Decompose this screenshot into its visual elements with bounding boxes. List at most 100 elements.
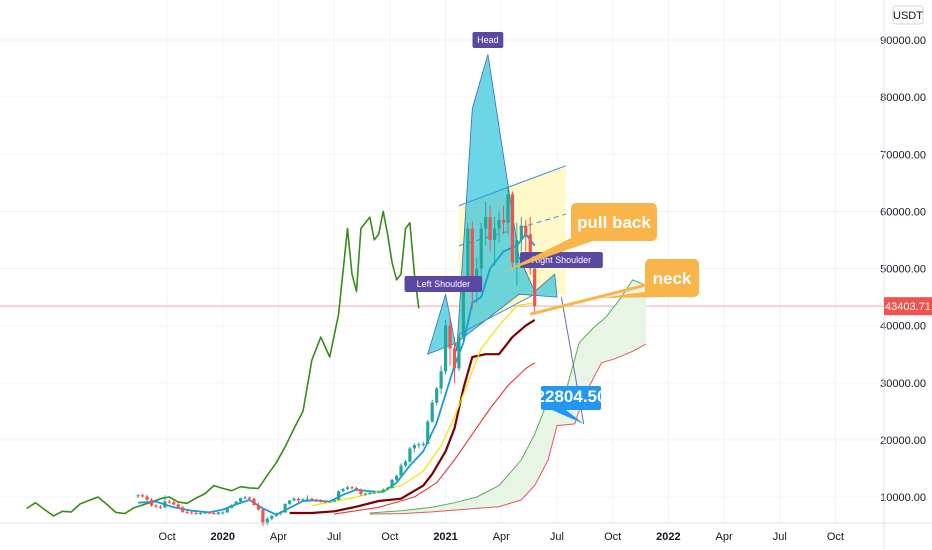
currency-label: USDT <box>893 10 923 22</box>
x-tick-label: Oct <box>827 531 844 543</box>
candle-body <box>412 445 416 449</box>
candle-body <box>421 443 425 445</box>
candle-body <box>203 512 207 514</box>
candle-body <box>363 493 367 495</box>
candle-body <box>212 512 216 515</box>
target-pointer <box>552 410 584 424</box>
x-tick-label: Jul <box>327 531 341 543</box>
y-tick-label: 70000.00 <box>880 149 926 161</box>
candle-body <box>448 325 452 349</box>
neck-callout-box <box>645 259 699 297</box>
candle-body <box>430 402 434 422</box>
left-shoulder-label-text: Left Shoulder <box>417 279 471 289</box>
x-tick-label: Jul <box>773 531 787 543</box>
grid-lines <box>0 0 884 523</box>
y-tick-label: 20000.00 <box>880 435 926 447</box>
candle-body <box>484 217 488 229</box>
x-tick-label: Apr <box>715 531 732 543</box>
candle-body <box>359 489 363 495</box>
pull-back-callout-box <box>571 203 657 241</box>
candle-body <box>265 518 269 524</box>
candle-body <box>439 371 443 389</box>
candle-body <box>140 495 145 497</box>
candle-body <box>386 487 390 490</box>
candle-body <box>403 461 408 466</box>
candle-body <box>408 448 412 462</box>
candle-body <box>225 507 229 513</box>
head-and-shoulders-pattern[interactable] <box>427 54 585 424</box>
candle-body <box>136 495 140 497</box>
cloud-upper <box>369 279 647 514</box>
channel-top <box>458 165 567 207</box>
candle-body <box>252 498 256 505</box>
x-tick-label: Oct <box>159 531 176 543</box>
candle-body <box>167 501 171 503</box>
candle-body <box>519 225 523 240</box>
candle-body <box>145 496 149 500</box>
candle-body <box>354 487 359 490</box>
x-tick-label: Apr <box>493 531 510 543</box>
candle-body <box>230 504 234 508</box>
head-label-text: Head <box>477 35 499 45</box>
candle-body <box>279 512 283 514</box>
candle-body <box>528 234 532 269</box>
series-conversion <box>138 233 536 516</box>
ichimoku-cloud <box>369 279 647 515</box>
annotations[interactable]: Head Left Shoulder Right Shoulder pull back… <box>404 32 699 424</box>
series-base <box>289 318 536 515</box>
candle-body <box>194 512 198 514</box>
candle-body <box>470 228 474 292</box>
candle-body <box>216 512 220 515</box>
candle-body <box>301 499 305 501</box>
candle-body <box>501 219 506 223</box>
x-tick-label: Jul <box>550 531 564 543</box>
candle-body <box>457 337 461 369</box>
y-tick-label: 50000.00 <box>880 264 926 276</box>
head-label-box <box>472 32 504 48</box>
candle-body <box>337 491 341 500</box>
currency-box[interactable] <box>892 5 924 25</box>
candle-body <box>154 505 158 507</box>
candle-body <box>319 500 323 502</box>
series-ma-slow <box>334 362 535 515</box>
neck-callout-text: neck <box>653 269 692 288</box>
candle-body <box>288 500 292 504</box>
series-lagging <box>26 210 420 517</box>
x-tick-label: Apr <box>270 531 287 543</box>
candle-body <box>515 239 519 263</box>
candle-body <box>533 268 537 307</box>
channel-bottom <box>458 293 535 335</box>
last-price-value: 43403.71 <box>885 301 931 313</box>
candle-body <box>452 348 457 369</box>
candle-body <box>461 285 465 338</box>
candle-body <box>314 500 318 502</box>
candle-body <box>149 499 154 506</box>
indicator-series <box>26 210 536 517</box>
x-tick-label: 2022 <box>656 531 680 543</box>
candle-body <box>256 504 261 510</box>
candle-body <box>479 228 483 269</box>
neckline <box>529 279 663 316</box>
candle-body <box>270 515 274 519</box>
candle-body <box>305 498 310 500</box>
candle-body <box>510 194 515 263</box>
candle-body <box>176 504 180 508</box>
pull-back-callout-pointer <box>503 235 593 272</box>
candle-body <box>372 492 376 494</box>
candle-body <box>247 497 252 499</box>
candle-body <box>368 493 372 495</box>
y-tick-label: 40000.00 <box>880 321 926 333</box>
candle-body <box>390 479 394 488</box>
candle-body <box>296 498 301 501</box>
candle-body <box>506 194 510 223</box>
candle-body <box>158 506 163 508</box>
candle-body <box>172 502 176 505</box>
pull-back-callout-text: pull back <box>577 213 651 232</box>
y-tick-label: 10000.00 <box>880 492 926 504</box>
candle-body <box>492 228 497 240</box>
y-tick-label: 80000.00 <box>880 92 926 104</box>
cloud-lower <box>369 343 647 515</box>
candle-body <box>243 497 247 499</box>
y-axis: 90000.00 80000.00 70000.00 60000.00 50000.00… <box>880 0 932 550</box>
